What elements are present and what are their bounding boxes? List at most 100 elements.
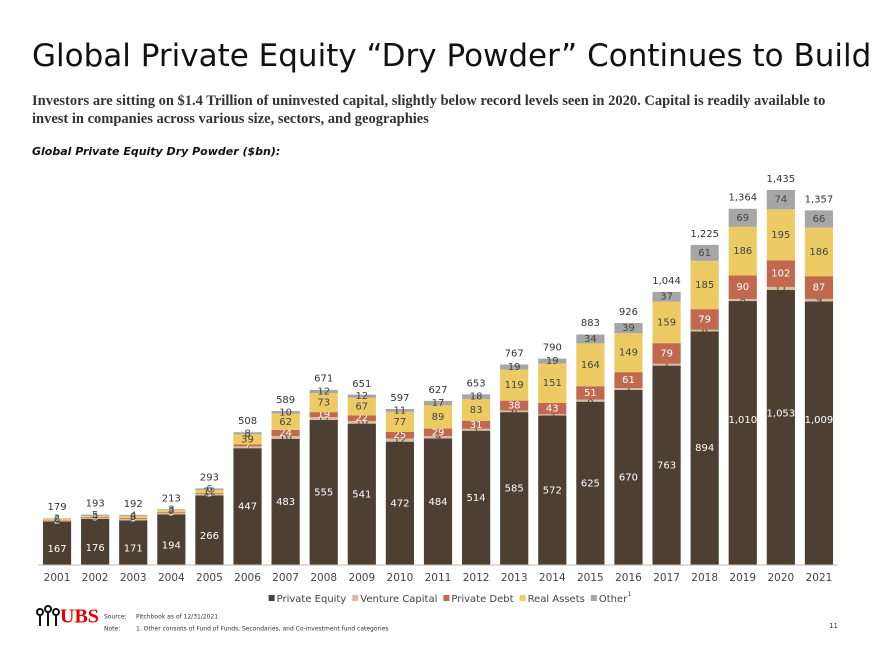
segment-label: 894 bbox=[695, 443, 714, 454]
x-tick-label: 2001 bbox=[44, 572, 71, 584]
total-label: 597 bbox=[390, 393, 409, 404]
bar-segment bbox=[423, 400, 453, 406]
bar-segment bbox=[309, 417, 338, 420]
bar-segment bbox=[157, 514, 186, 565]
bar-segment bbox=[614, 333, 643, 373]
segment-label: 1,010 bbox=[728, 415, 757, 426]
segment-label: 186 bbox=[733, 246, 752, 257]
bar-segment bbox=[500, 410, 529, 413]
x-tick-label: 2002 bbox=[82, 572, 109, 584]
segment-label: 572 bbox=[543, 485, 562, 496]
bar-segment bbox=[233, 432, 262, 435]
bar-segment bbox=[347, 415, 376, 422]
bar-segment bbox=[423, 428, 453, 437]
segment-label: 585 bbox=[505, 484, 524, 495]
segment-label: 19 bbox=[508, 362, 521, 373]
segment-label: 79 bbox=[698, 314, 711, 325]
bar-segment bbox=[309, 419, 338, 565]
segment-label: 266 bbox=[200, 531, 219, 542]
bar-segment bbox=[81, 519, 110, 565]
bar-segment bbox=[728, 208, 757, 227]
segment-label: 3 bbox=[130, 513, 136, 524]
segment-label: 12 bbox=[317, 386, 330, 397]
bar-segment bbox=[576, 334, 605, 344]
total-label: 1,435 bbox=[767, 174, 796, 185]
page-number: 11 bbox=[829, 622, 838, 630]
segment-label: 6 bbox=[206, 490, 212, 501]
bar-segment bbox=[652, 343, 681, 364]
segment-label: 11 bbox=[774, 283, 787, 294]
segment-label: 11 bbox=[394, 405, 407, 416]
segment-label: 2 bbox=[54, 513, 60, 524]
logo-icon bbox=[36, 605, 60, 626]
bar-segment bbox=[462, 420, 491, 429]
legend-swatch bbox=[268, 595, 275, 601]
bar-segment bbox=[195, 488, 224, 490]
bar-segment bbox=[804, 210, 834, 228]
segment-label: 90 bbox=[736, 282, 749, 293]
legend-swatch bbox=[519, 595, 526, 601]
bar-segment bbox=[81, 516, 110, 518]
bar-segment bbox=[538, 363, 567, 403]
x-tick-label: 2011 bbox=[425, 572, 452, 584]
bar-segment bbox=[157, 510, 186, 513]
segment-label: 9 bbox=[435, 432, 441, 443]
bar-segment bbox=[385, 441, 414, 565]
total-label: 883 bbox=[581, 318, 600, 329]
segment-label: 483 bbox=[276, 497, 295, 508]
bar-segment bbox=[119, 518, 148, 521]
x-tick-label: 2007 bbox=[272, 572, 299, 584]
segment-label: 29 bbox=[432, 427, 445, 438]
total-label: 1,225 bbox=[690, 229, 719, 240]
total-label: 671 bbox=[314, 374, 333, 385]
bar-segment bbox=[690, 329, 719, 332]
x-tick-label: 2021 bbox=[806, 572, 833, 584]
segment-label: 19 bbox=[317, 410, 330, 421]
total-label: 790 bbox=[543, 343, 562, 354]
segment-label: 6 bbox=[701, 326, 707, 337]
segment-label: 34 bbox=[584, 334, 597, 345]
source-text: Pitchbook as of 12/31/2021 bbox=[136, 614, 218, 621]
bar-segment bbox=[233, 448, 262, 565]
segment-label: 79 bbox=[660, 348, 673, 359]
total-label: 1,364 bbox=[728, 193, 757, 204]
bar-segment bbox=[195, 493, 224, 494]
bar-segment bbox=[233, 434, 262, 445]
legend-swatch bbox=[443, 595, 450, 601]
segment-label: 186 bbox=[809, 247, 828, 258]
segment-label: 22 bbox=[355, 413, 368, 424]
bar-segment bbox=[538, 414, 567, 416]
bar-segment bbox=[462, 394, 491, 400]
legend-swatch bbox=[352, 595, 359, 601]
segment-label: 67 bbox=[355, 402, 368, 413]
x-tick-label: 2003 bbox=[120, 572, 147, 584]
segment-label: 7 bbox=[244, 442, 250, 453]
segment-label: 7 bbox=[244, 440, 250, 451]
bar-segment bbox=[500, 400, 529, 411]
segment-label: 10 bbox=[279, 407, 292, 418]
bar-segment bbox=[309, 393, 338, 413]
segment-label: 7 bbox=[663, 360, 669, 371]
segment-label: 8 bbox=[244, 428, 250, 439]
bar-segment bbox=[728, 301, 757, 565]
legend-footnote: 1 bbox=[627, 590, 631, 598]
segment-label: 151 bbox=[543, 378, 562, 389]
bar-segment bbox=[690, 244, 719, 261]
segment-label: 6 bbox=[54, 515, 60, 526]
bar-segment bbox=[309, 412, 338, 418]
bar-segment bbox=[347, 397, 376, 416]
bar-segment bbox=[576, 401, 605, 565]
legend-label: Private Debt bbox=[451, 594, 513, 605]
segment-label: 19 bbox=[546, 356, 559, 367]
x-tick-label: 2009 bbox=[348, 572, 375, 584]
bar-segment bbox=[119, 514, 148, 516]
segment-label: 8 bbox=[740, 295, 746, 306]
bar-segment bbox=[233, 446, 262, 449]
bar-segment bbox=[576, 386, 605, 400]
bar-segment bbox=[385, 411, 414, 432]
segment-label: 69 bbox=[736, 213, 749, 224]
bar-segment bbox=[157, 512, 186, 513]
segment-label: 73 bbox=[317, 398, 330, 409]
segment-label: 51 bbox=[584, 388, 597, 399]
legend-swatch bbox=[590, 595, 597, 601]
